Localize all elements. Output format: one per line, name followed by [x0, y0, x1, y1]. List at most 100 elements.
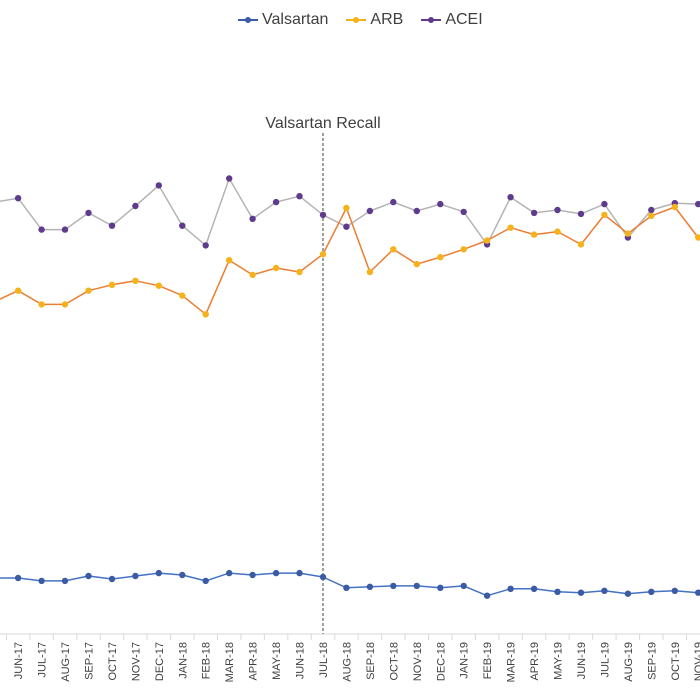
recall-annotation: Valsartan Recall	[265, 115, 381, 634]
series-valsartan	[0, 569, 700, 599]
x-tick-label: MAR-19	[506, 642, 518, 682]
x-tick-label: OCT-17	[107, 642, 119, 681]
data-point-acei	[601, 200, 608, 208]
chart-legend: Valsartan ARB ACEI	[238, 6, 483, 34]
data-point-arb	[343, 204, 350, 212]
data-point-valsartan	[14, 574, 22, 582]
data-point-valsartan	[671, 587, 678, 594]
data-point-acei	[507, 194, 514, 201]
data-point-arb	[577, 241, 585, 248]
data-point-valsartan	[648, 588, 655, 595]
x-tick-label: MAY-19	[553, 642, 565, 680]
data-point-acei	[155, 182, 162, 189]
data-point-arb	[554, 228, 561, 235]
data-point-acei	[695, 200, 700, 208]
data-point-acei	[577, 210, 585, 218]
data-point-valsartan	[108, 575, 116, 583]
legend-swatch-arb	[346, 15, 367, 25]
data-point-arb	[179, 292, 186, 299]
data-point-valsartan	[226, 569, 233, 577]
legend-item-valsartan: Valsartan	[238, 11, 328, 29]
data-point-valsartan	[624, 590, 632, 597]
data-point-valsartan	[132, 572, 139, 580]
data-point-acei	[14, 195, 22, 202]
data-point-arb	[507, 224, 514, 231]
x-tick-label: SEP-19	[646, 642, 658, 680]
x-tick-label: DEC-18	[435, 642, 447, 681]
data-point-valsartan	[530, 585, 538, 592]
x-tick-label: OCT-18	[388, 642, 400, 681]
data-point-acei	[648, 206, 655, 214]
data-point-valsartan	[61, 577, 69, 585]
data-point-valsartan	[483, 592, 491, 599]
x-tick-label: OCT-19	[670, 642, 682, 681]
data-point-acei	[226, 175, 233, 182]
data-point-acei	[38, 226, 45, 233]
x-tick-label: APR-19	[529, 642, 541, 681]
data-point-acei	[272, 198, 280, 206]
data-point-arb	[695, 234, 700, 241]
data-point-acei	[530, 209, 538, 217]
legend-label-acei: ACEI	[445, 11, 483, 28]
x-tick-label: AUG-19	[623, 642, 635, 682]
x-tick-label: JUN-18	[295, 642, 307, 679]
legend-swatch-acei	[421, 15, 442, 25]
data-point-arb	[437, 254, 444, 261]
data-point-arb	[671, 203, 678, 211]
data-point-valsartan	[554, 588, 561, 595]
data-point-arb	[38, 301, 45, 308]
x-tick-label: FEB-19	[482, 642, 494, 679]
data-point-acei	[85, 209, 92, 217]
data-point-acei	[61, 226, 69, 233]
data-point-arb	[202, 311, 209, 318]
series-line-arb	[0, 206, 699, 316]
data-point-valsartan	[319, 573, 327, 581]
data-point-acei	[319, 211, 327, 219]
data-point-acei	[296, 193, 303, 200]
series-acei	[0, 175, 700, 249]
x-tick-label: MAR-18	[224, 642, 236, 682]
data-point-arb	[226, 257, 233, 264]
data-point-arb	[601, 211, 608, 219]
x-tick-label: AUG-18	[341, 642, 353, 682]
x-tick-label: JUN-19	[576, 642, 588, 679]
x-tick-label: NOV-18	[412, 642, 424, 681]
legend-item-arb: ARB	[346, 11, 403, 29]
data-point-acei	[108, 222, 116, 229]
legend-swatch-valsartan	[238, 15, 258, 25]
data-point-valsartan	[155, 569, 162, 577]
data-point-arb	[61, 301, 69, 308]
data-point-arb	[108, 281, 116, 288]
x-tick-label: SEP-17	[84, 642, 96, 680]
x-tick-label: JUL-18	[318, 642, 330, 677]
x-tick-label: DEC-17	[154, 642, 166, 681]
x-tick-label: JUL-17	[37, 642, 49, 677]
data-point-arb	[530, 231, 538, 238]
data-point-acei	[390, 198, 397, 206]
data-point-arb	[296, 268, 303, 276]
data-point-valsartan	[343, 584, 350, 591]
legend-label-valsartan: Valsartan	[262, 11, 329, 28]
data-point-arb	[483, 237, 491, 244]
x-tick-label: JUL-19	[599, 642, 611, 677]
data-point-arb	[272, 264, 280, 272]
x-tick-label: NOV-19	[693, 642, 700, 681]
data-point-valsartan	[179, 571, 186, 579]
data-point-valsartan	[460, 582, 467, 590]
x-tick-label: MAY-18	[271, 642, 283, 680]
legend-item-acei: ACEI	[421, 11, 483, 29]
x-tick-labels: JUN-17 JUL-17 AUG-17 SEP-17 OCT-17 NOV-17 DEC-…	[13, 642, 700, 682]
data-point-arb	[85, 287, 92, 294]
recall-label: Valsartan Recall	[265, 115, 380, 132]
data-point-arb	[413, 260, 420, 268]
data-point-valsartan	[366, 583, 374, 590]
series-line-acei	[0, 177, 699, 247]
data-point-acei	[249, 215, 256, 222]
data-point-acei	[554, 206, 561, 214]
data-point-valsartan	[202, 577, 209, 585]
x-tick-label: JUN-17	[13, 642, 25, 679]
data-point-arb	[14, 287, 22, 294]
data-point-valsartan	[437, 584, 444, 591]
